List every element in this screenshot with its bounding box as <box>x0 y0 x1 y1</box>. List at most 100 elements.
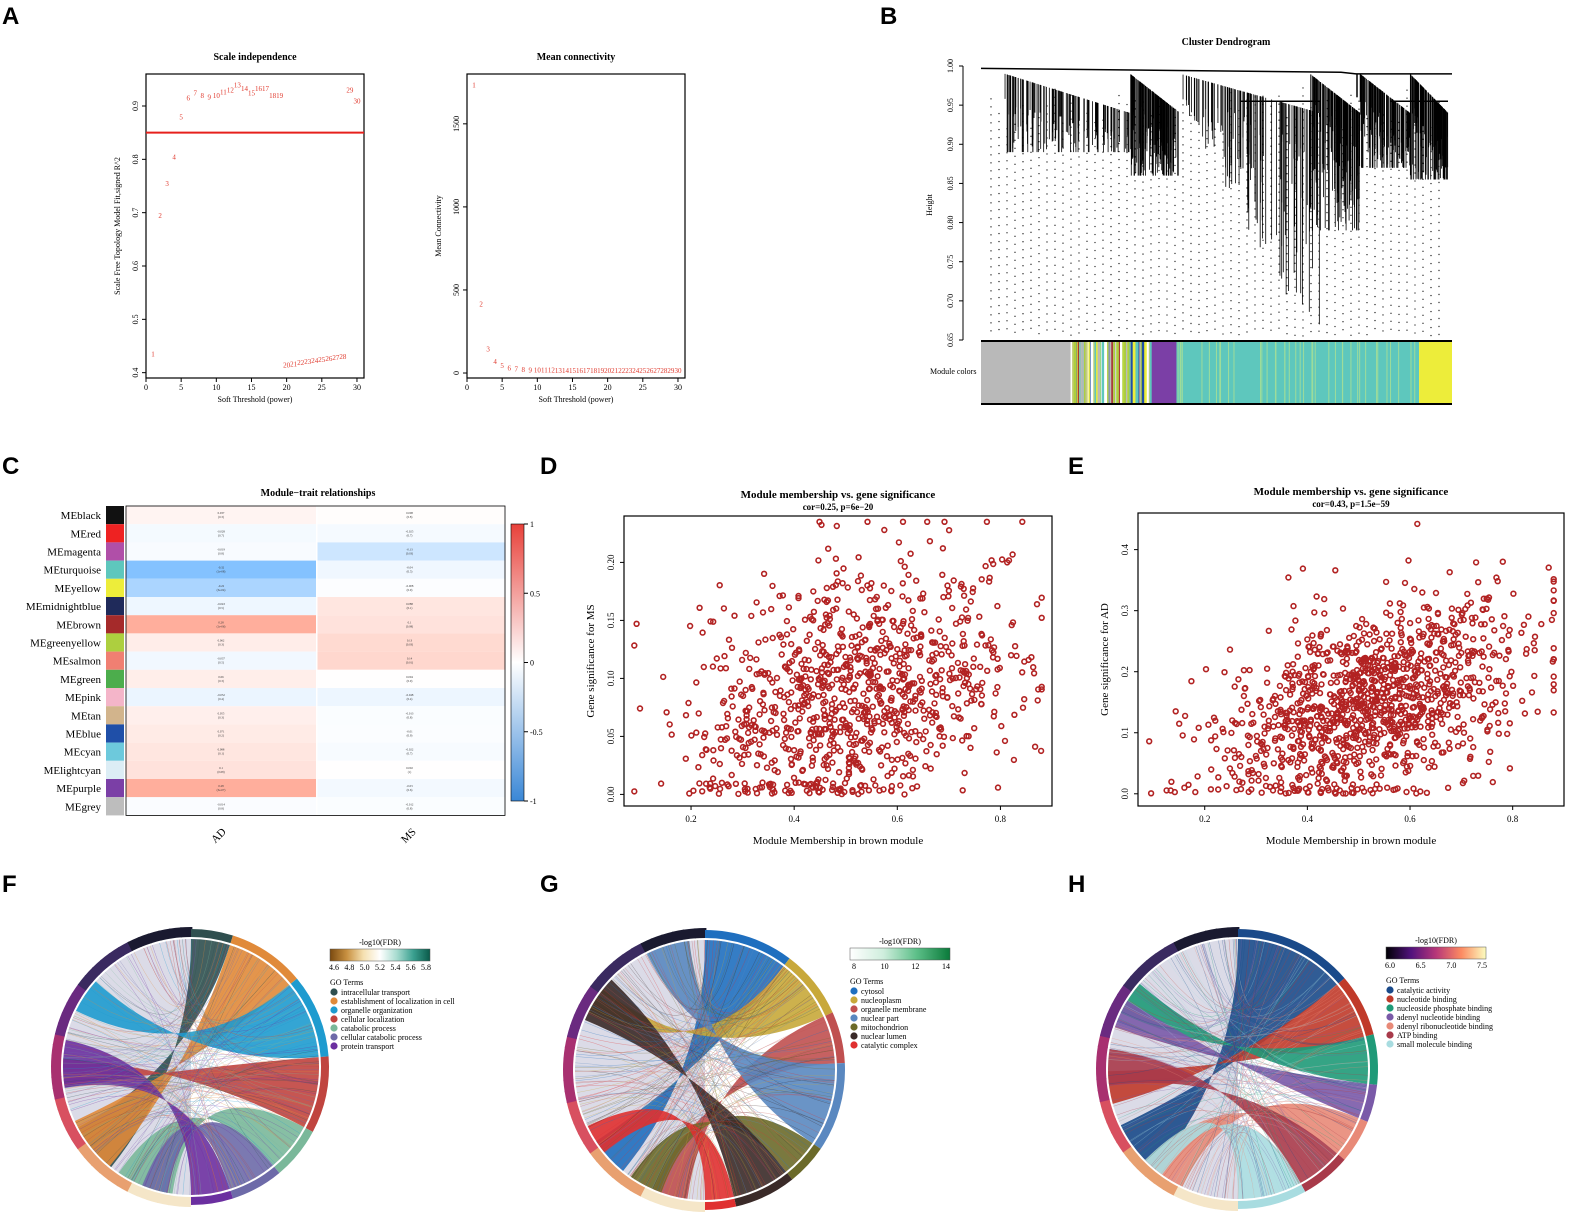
scatter-point <box>1432 656 1440 664</box>
chart-title: Cluster Dendrogram <box>1182 37 1271 48</box>
leaf-dot <box>1030 231 1032 234</box>
scatter-point <box>1314 780 1321 787</box>
leaf-dot <box>1014 211 1016 214</box>
scatter-point <box>916 731 923 739</box>
scatter-point <box>1440 651 1447 659</box>
scatter-point <box>1001 737 1009 745</box>
leaf-dot <box>1166 202 1168 204</box>
leaf-dot <box>1038 228 1040 231</box>
leaf-dot <box>1278 175 1280 177</box>
heatmap-cell <box>126 506 316 525</box>
leaf-dot <box>1398 225 1400 228</box>
scatter-point <box>994 602 1001 610</box>
scatter-point <box>1322 754 1330 762</box>
scatter-point <box>1427 687 1435 695</box>
scatter-point <box>1454 703 1461 710</box>
scatter-point <box>828 786 836 794</box>
scatter-point <box>927 741 934 749</box>
leaf-dot <box>1102 239 1104 241</box>
leaf-dot <box>998 248 1000 251</box>
leaf-dot <box>1198 163 1200 166</box>
leaf-dot <box>1086 272 1088 275</box>
scatter-point <box>1407 694 1415 701</box>
cell-correlation: 0.071 <box>218 730 225 734</box>
scatter-point <box>1531 672 1538 680</box>
module-streak <box>1083 341 1085 404</box>
leaf-dot <box>1190 250 1192 253</box>
leaf-dot <box>1390 232 1392 235</box>
leaf-dot <box>1190 314 1192 317</box>
leaf-dot <box>1182 216 1184 218</box>
leaf-dot <box>1438 197 1440 200</box>
scatter-point <box>964 617 971 624</box>
scatter-point <box>1245 767 1252 775</box>
scatter-point <box>1261 723 1268 730</box>
heatmap-cell <box>317 506 506 525</box>
scatter-point <box>1518 697 1526 704</box>
scatter-point <box>1469 715 1477 723</box>
scatter-point <box>1298 728 1306 736</box>
scatter-point <box>796 715 803 722</box>
leaf-dot <box>1406 169 1408 171</box>
scatter-point <box>1311 672 1319 680</box>
leaf-dot <box>1086 168 1088 171</box>
leaf-dot <box>1206 201 1208 204</box>
leaf-dot <box>1182 152 1184 154</box>
leaf-dot <box>1086 296 1088 299</box>
leaf-dot <box>1278 119 1280 121</box>
scatter-point <box>1019 704 1027 711</box>
leaf-dot <box>1278 159 1280 161</box>
leaf-dot <box>1350 230 1352 233</box>
leaf-dot <box>1150 251 1152 253</box>
scatter-point <box>795 702 802 709</box>
module-row-label: MEsalmon <box>53 656 102 668</box>
scatter-point <box>976 663 984 670</box>
module-streak <box>1125 341 1127 404</box>
leaf-dot <box>1422 290 1424 293</box>
leaf-dot <box>998 312 1000 315</box>
scatter-point <box>1038 594 1045 601</box>
scatter-point <box>1373 740 1380 747</box>
leaf-dot <box>1310 234 1312 237</box>
leaf-dot <box>1118 302 1120 305</box>
leaf-dot <box>1126 183 1128 186</box>
scatter-point <box>946 670 953 677</box>
scatter-point <box>1337 742 1344 750</box>
leaf-dot <box>1102 287 1104 289</box>
module-streak <box>1220 341 1222 404</box>
scatter-point <box>789 625 797 633</box>
scatter-point <box>1476 649 1483 657</box>
leaf-dot <box>1294 286 1296 289</box>
scatter-point <box>1003 559 1011 566</box>
cell-pvalue: (0.03) <box>406 643 413 647</box>
leaf-dot <box>1430 198 1432 201</box>
cell-correlation: 0.062 <box>218 639 225 643</box>
scatter-point <box>756 697 764 705</box>
scatter-point <box>1348 789 1356 796</box>
leaf-dot <box>1438 309 1440 312</box>
leaf-dot <box>1054 296 1056 299</box>
scatter-point <box>918 685 925 692</box>
scatter-point <box>1417 723 1424 730</box>
x-tick-label: 0.8 <box>995 814 1007 824</box>
scatter-point <box>718 779 726 786</box>
leaf-dot <box>1398 329 1400 332</box>
leaf-dot <box>1278 127 1280 129</box>
leaf-dot <box>1038 260 1040 263</box>
leaf-dot <box>1046 321 1048 323</box>
scatter-point <box>1333 678 1341 686</box>
leaf-dot <box>1174 220 1176 223</box>
data-point-label: 30 <box>353 97 361 105</box>
scatter-point <box>976 613 983 620</box>
leaf-dot <box>998 232 1000 235</box>
scatter-point <box>1550 609 1557 617</box>
scatter-point <box>860 690 867 697</box>
scatter-point <box>986 574 993 581</box>
scatter-point <box>932 709 940 717</box>
leaf-dot <box>1366 141 1368 144</box>
leaf-dot <box>1014 155 1016 158</box>
scatter-point <box>1276 682 1284 690</box>
scatter-point <box>725 782 732 790</box>
leaf-dot <box>1382 226 1384 228</box>
leaf-dot <box>1094 217 1096 220</box>
